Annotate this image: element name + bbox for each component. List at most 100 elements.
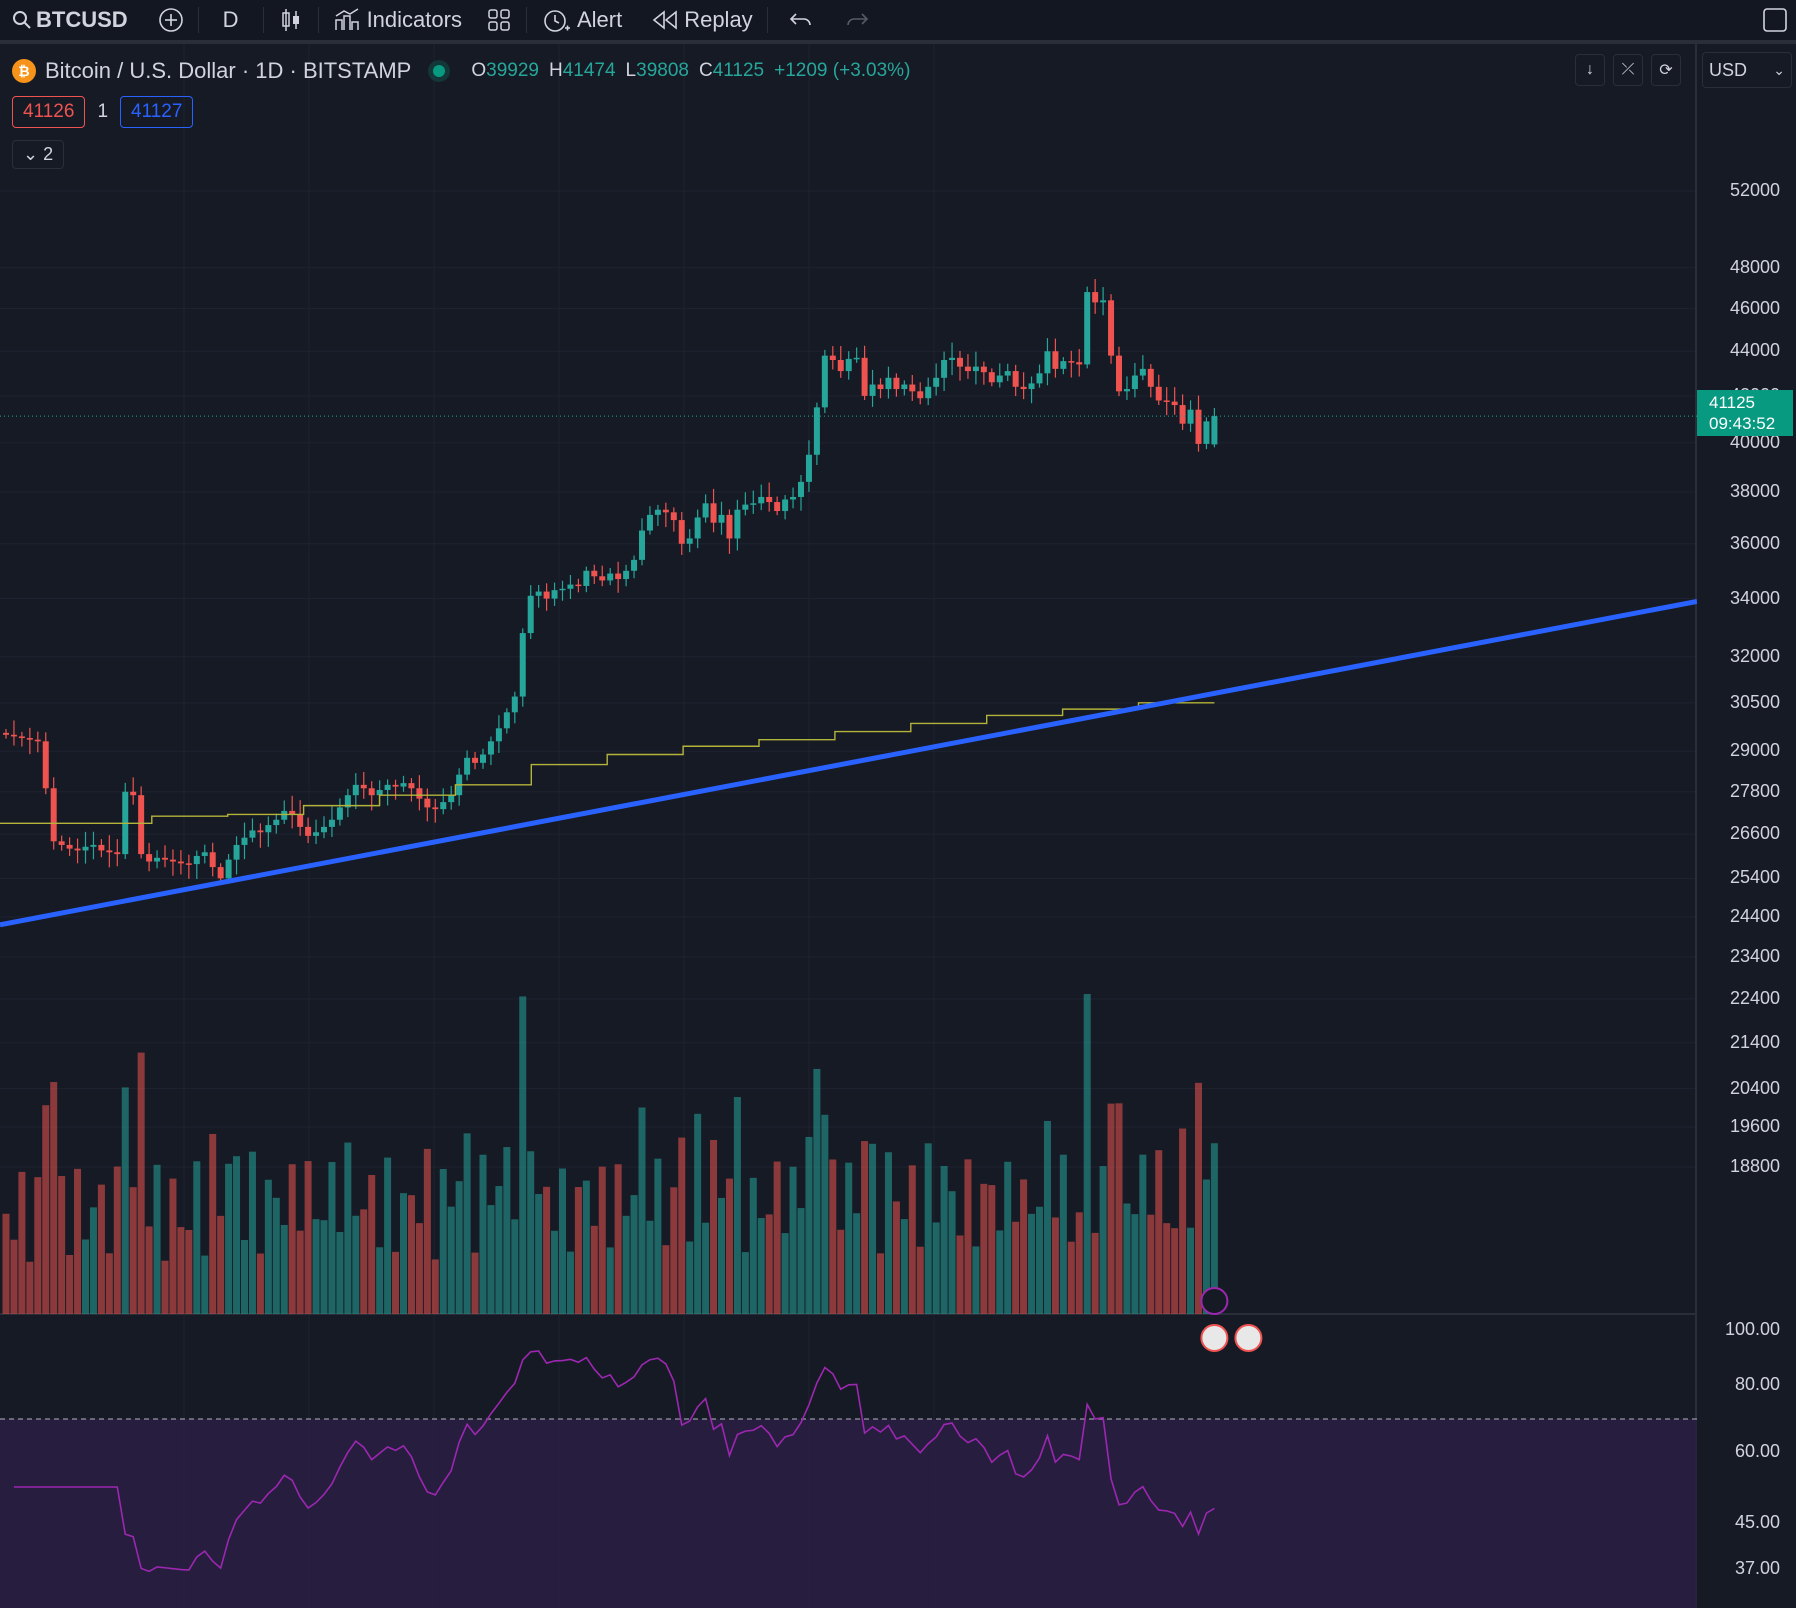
candle-body	[591, 570, 598, 577]
interval-button[interactable]: D	[213, 0, 249, 40]
candle-body	[734, 509, 741, 539]
candle-body	[980, 366, 987, 373]
volume-bar	[702, 1222, 710, 1314]
collapse-button[interactable]: ⤫	[1613, 54, 1643, 86]
volume-bar	[606, 1247, 614, 1314]
volume-bar	[1099, 1166, 1107, 1314]
candle-body	[559, 588, 566, 591]
volume-bar	[233, 1156, 241, 1314]
countdown: 09:43:52	[1709, 414, 1776, 433]
price-axis[interactable]: 5200048000460004400042000400003800036000…	[1697, 44, 1796, 1608]
candle-body	[575, 584, 582, 587]
templates-button[interactable]	[486, 0, 512, 40]
candle-body	[718, 514, 725, 523]
candle-body	[34, 739, 41, 742]
candle-body	[941, 360, 948, 378]
current-price: 41125	[1709, 393, 1756, 412]
candle-body	[567, 584, 574, 589]
symbol-title[interactable]: Bitcoin / U.S. Dollar · 1D · BITSTAMP	[45, 58, 412, 83]
fullscreen-button[interactable]	[1762, 0, 1788, 40]
volume-bar	[916, 1246, 924, 1314]
candle-body	[933, 377, 940, 387]
volume-bar	[97, 1184, 105, 1314]
volume-bar	[559, 1168, 566, 1314]
volume-bar	[1028, 1213, 1036, 1314]
candle-body	[774, 502, 781, 512]
symbol-search[interactable]: BTCUSD	[0, 0, 128, 40]
candle-body	[535, 591, 542, 596]
volume-bar	[1171, 1228, 1179, 1314]
ohlc-low: L39808	[626, 60, 689, 82]
candle-body	[1123, 389, 1130, 392]
rsi-axis-label: 60.00	[1734, 1441, 1780, 1461]
volume-bar	[50, 1082, 58, 1314]
candle-body	[201, 852, 208, 856]
volume-bar	[1083, 994, 1091, 1314]
us-flag-event-icon	[1234, 1324, 1263, 1352]
alert-button[interactable]: Alert	[541, 0, 622, 40]
volume-bar	[1195, 1082, 1202, 1314]
chart-type-button[interactable]	[278, 0, 304, 40]
candle-body	[1052, 351, 1059, 369]
chart-canvas[interactable]	[0, 44, 1697, 1608]
undo-icon	[788, 9, 814, 31]
volume-bar	[217, 1215, 225, 1314]
indicators-button[interactable]: Indicators	[333, 0, 462, 40]
candle-body	[710, 503, 717, 523]
bitcoin-icon: ₿	[12, 59, 36, 83]
redo-button[interactable]	[844, 0, 870, 40]
candle-body	[1020, 386, 1027, 390]
volume-bar	[137, 1052, 145, 1314]
candle-body	[18, 736, 25, 739]
ohlc-change: +1209 (+3.03%)	[774, 60, 910, 82]
price-axis-label: 29000	[1729, 740, 1780, 761]
candle-body	[1203, 421, 1210, 444]
collapse-icon: ⤫	[1621, 61, 1635, 78]
volume-bar	[614, 1164, 622, 1314]
volume-bar	[42, 1105, 50, 1314]
sell-button[interactable]: 41126	[12, 96, 86, 128]
candle-body	[1084, 292, 1091, 365]
volume-bar	[797, 1208, 805, 1314]
buy-button[interactable]: 41127	[120, 96, 194, 128]
reset-button[interactable]: ⟳	[1651, 54, 1681, 86]
volume-bar	[185, 1229, 193, 1314]
candle-body	[1044, 351, 1051, 374]
spread-value: 1	[97, 101, 109, 122]
candle-body	[265, 825, 272, 833]
volume-bar	[956, 1235, 964, 1314]
volume-bar	[1187, 1227, 1195, 1314]
candle-body	[917, 391, 924, 399]
candle-body	[424, 798, 431, 808]
undo-button[interactable]	[788, 0, 814, 40]
collapse-legend-button[interactable]: ⌄ 2	[12, 140, 65, 169]
rsi-axis-label: 45.00	[1734, 1512, 1780, 1532]
volume-bar	[129, 1187, 137, 1314]
volume-bar	[352, 1215, 360, 1314]
volume-bar	[741, 1252, 749, 1314]
price-axis-label: 24400	[1729, 905, 1780, 926]
volume-bar	[1115, 1103, 1123, 1314]
candle-body	[344, 795, 351, 808]
volume-bar	[10, 1239, 18, 1314]
compare-button[interactable]	[158, 0, 184, 40]
volume-bar	[789, 1166, 797, 1314]
volume-bar	[145, 1226, 153, 1314]
arrow-down-button[interactable]: ↓	[1575, 54, 1605, 86]
market-status-icon[interactable]	[433, 65, 446, 77]
rsi-band	[0, 1419, 1697, 1608]
top-toolbar: BTCUSD D Indicators Alert Replay	[0, 0, 1796, 44]
candle-body	[392, 784, 399, 787]
change-value: +1209 (+3.03%)	[774, 60, 911, 81]
candle-body	[313, 832, 320, 836]
replay-button[interactable]: Replay	[652, 0, 753, 40]
volume-bar	[248, 1151, 256, 1314]
currency-select[interactable]: USD ⌄	[1702, 52, 1792, 88]
volume-bar	[1147, 1214, 1155, 1314]
price-axis-label: 32000	[1729, 645, 1780, 666]
volume-bar	[272, 1197, 280, 1314]
volume-bar	[932, 1222, 940, 1314]
candle-body	[241, 837, 248, 845]
close-key: C	[698, 60, 713, 81]
volume-bar	[2, 1213, 10, 1314]
